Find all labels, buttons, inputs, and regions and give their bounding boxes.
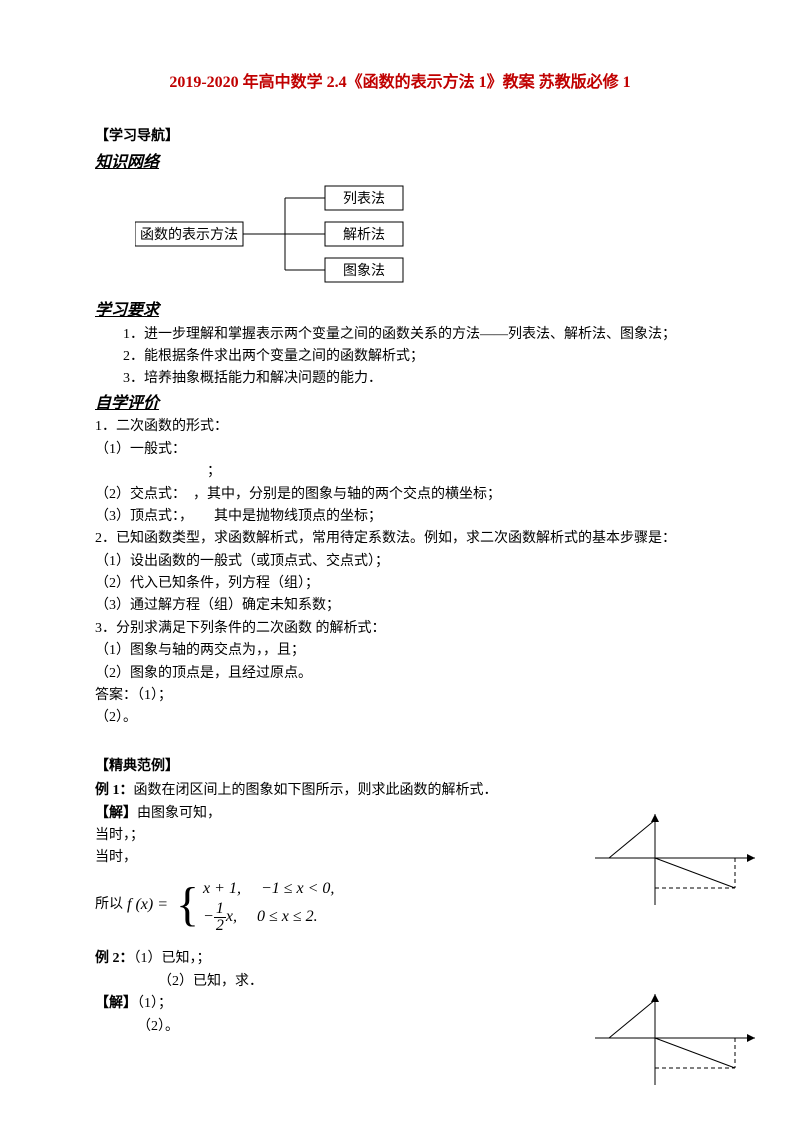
seg-2 [655, 858, 735, 888]
fx-symbol: f (x) = [127, 892, 168, 918]
self-eval-heading: 自学评价 [95, 391, 705, 417]
frac-den: 2 [214, 918, 226, 934]
self-item: （2）交点式： ，其中，分别是的图象与轴的两个交点的横坐标； [95, 484, 705, 506]
case-1: x + 1, −1 ≤ x < 0, [203, 876, 334, 902]
self-item: （1）图象与轴的两交点为，，且； [95, 640, 705, 662]
page-title: 2019-2020 年高中数学 2.4《函数的表示方法 1》教案 苏教版必修 1 [95, 70, 705, 96]
self-item: 2．已知函数类型，求函数解析式，常用待定系数法。例如，求二次函数解析式的基本步骤… [95, 528, 705, 550]
knowledge-network-heading: 知识网络 [95, 150, 705, 176]
example-2-part1: （1）已知，； [134, 951, 211, 966]
case-2-tail: x, 0 ≤ x ≤ 2. [226, 909, 318, 926]
seg-1 [609, 820, 655, 858]
nav-heading: 【学习导航】 [95, 126, 705, 148]
leaf-label-3: 图象法 [343, 263, 385, 279]
formula-prefix: 所以 [95, 894, 123, 916]
self-item: ； [95, 461, 705, 483]
self-item: （1）一般式： [95, 439, 705, 461]
piecewise-graph-1 [595, 810, 765, 910]
examples-heading: 【精典范例】 [95, 756, 705, 778]
self-item: （2）图象的顶点是，且经过原点。 [95, 663, 705, 685]
self-item: （1）设出函数的一般式（或顶点式、交点式）； [95, 551, 705, 573]
root-label: 函数的表示方法 [140, 227, 238, 243]
methods-tree-diagram: 函数的表示方法 列表法 解析法 图象法 [135, 184, 705, 292]
case-2: −12x, 0 ≤ x ≤ 2. [203, 901, 334, 934]
req-item: 3．培养抽象概括能力和解决问题的能力． [123, 368, 705, 390]
seg-2 [655, 1038, 735, 1068]
x-arrow-icon [747, 1034, 755, 1042]
self-item: 1．二次函数的形式： [95, 416, 705, 438]
example-1-text: 函数在闭区间上的图象如下图所示，则求此函数的解析式． [134, 783, 498, 798]
leaf-label-2: 解析法 [343, 227, 385, 243]
piecewise-graph-2 [595, 990, 765, 1090]
solution-text: 由图象可知， [137, 806, 221, 821]
tree-svg: 函数的表示方法 列表法 解析法 图象法 [135, 184, 455, 284]
self-item: （3）通过解方程（组）确定未知系数； [95, 595, 705, 617]
fraction-half: 12 [214, 901, 226, 934]
seg-1 [609, 1000, 655, 1038]
example-2-label: 例 2： [95, 951, 134, 966]
req-item: 1．进一步理解和掌握表示两个变量之间的函数关系的方法——列表法、解析法、图象法； [123, 324, 705, 346]
self-item: 答案：（1）； [95, 685, 705, 707]
x-arrow-icon [747, 854, 755, 862]
example-2: 例 2：（1）已知，； [95, 948, 705, 970]
self-item: 3．分别求满足下列条件的二次函数 的解析式： [95, 618, 705, 640]
learning-req-heading: 学习要求 [95, 298, 705, 324]
frac-num: 1 [214, 901, 226, 918]
solution-label: 【解】 [95, 806, 137, 821]
neg-sign: − [203, 909, 214, 926]
leaf-label-1: 列表法 [343, 191, 385, 207]
self-item: （3）顶点式：， 其中是抛物线顶点的坐标； [95, 506, 705, 528]
example-1-label: 例 1： [95, 783, 134, 798]
left-brace-icon: { [176, 881, 199, 929]
solution-2-label: 【解】 [95, 996, 137, 1011]
example-1: 例 1：函数在闭区间上的图象如下图所示，则求此函数的解析式． [95, 780, 705, 802]
req-item: 2．能根据条件求出两个变量之间的函数解析式； [123, 346, 705, 368]
self-item: （2）代入已知条件，列方程（组）； [95, 573, 705, 595]
solution-2-part1: （1）； [137, 996, 172, 1011]
self-item: （2）。 [95, 707, 705, 729]
